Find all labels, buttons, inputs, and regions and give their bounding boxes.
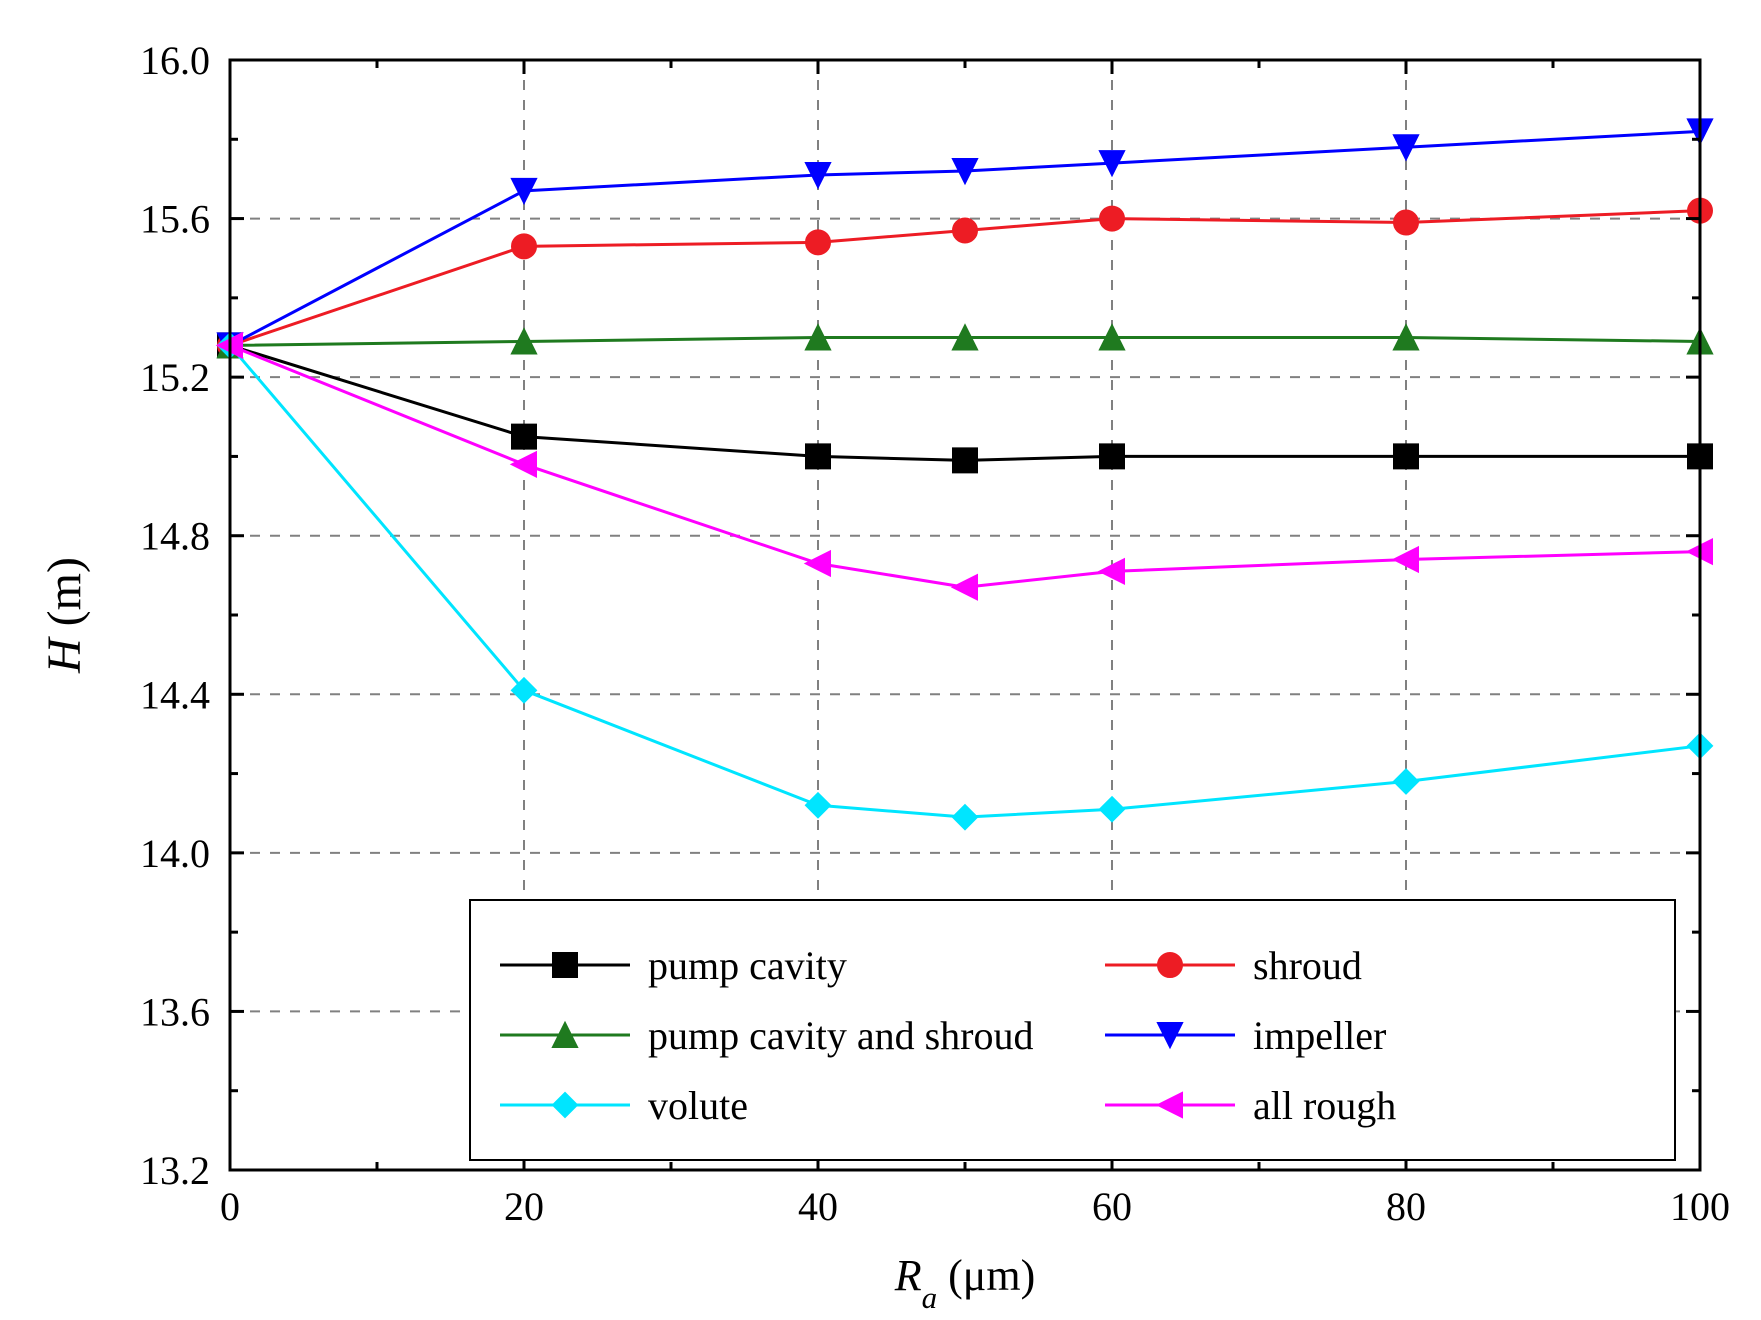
x-tick-label: 20 [504, 1184, 544, 1229]
y-tick-label: 14.0 [140, 831, 210, 876]
x-tick-label: 60 [1092, 1184, 1132, 1229]
y-tick-label: 15.2 [140, 355, 210, 400]
legend-label: all rough [1253, 1083, 1396, 1128]
y-tick-label: 13.6 [140, 989, 210, 1034]
y-tick-label: 14.8 [140, 514, 210, 559]
legend-label: pump cavity [648, 943, 847, 988]
y-tick-label: 16.0 [140, 38, 210, 83]
legend-label: impeller [1253, 1013, 1386, 1058]
y-tick-label: 15.6 [140, 197, 210, 242]
legend: pump cavity shroud pump cavity and shroud i… [470, 900, 1675, 1160]
y-tick-label: 13.2 [140, 1148, 210, 1193]
x-tick-label: 80 [1386, 1184, 1426, 1229]
y-tick-label: 14.4 [140, 672, 210, 717]
x-tick-label: 40 [798, 1184, 838, 1229]
legend-label: pump cavity and shroud [648, 1013, 1034, 1058]
chart-container: 0 20 40 60 80 100 13.2 13.6 14.0 14.4 14.8 15.2 15.6… [0, 0, 1761, 1320]
legend-label: shroud [1253, 943, 1362, 988]
legend-label: volute [648, 1083, 748, 1128]
x-tick-label: 0 [220, 1184, 240, 1229]
y-axis-title: H (m) [38, 557, 91, 674]
line-chart: 0 20 40 60 80 100 13.2 13.6 14.0 14.4 14.8 15.2 15.6… [0, 0, 1761, 1320]
x-tick-label: 100 [1670, 1184, 1730, 1229]
